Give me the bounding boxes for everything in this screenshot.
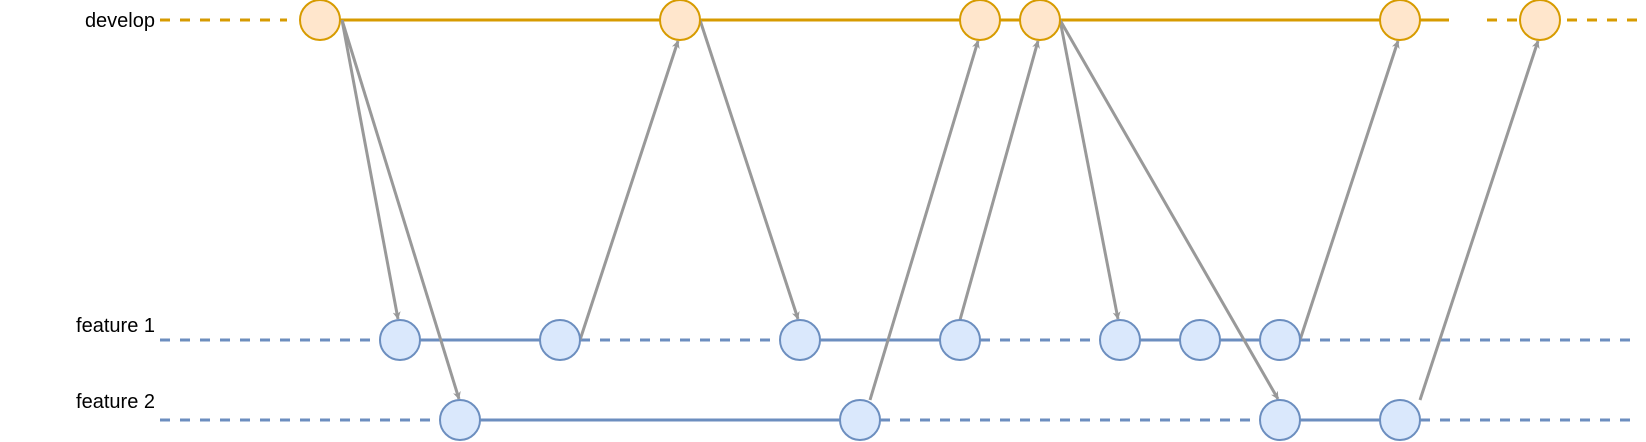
arrow-develop-to-feature-1 — [1058, 19, 1121, 320]
feature-1-commit — [1179, 319, 1221, 361]
feature-2-commit — [839, 399, 881, 441]
branch-label-develop: develop — [85, 10, 155, 32]
feature-1-commit — [939, 319, 981, 361]
feature-1-commits — [379, 319, 1301, 361]
feature-2-commit — [1259, 399, 1301, 441]
arrows — [340, 19, 1540, 401]
develop-commit — [299, 0, 341, 41]
feature-1-commit — [1259, 319, 1301, 361]
develop-commits — [299, 0, 1561, 41]
arrow-feature-1-to-develop — [1298, 40, 1400, 341]
develop-commit — [1019, 0, 1061, 41]
feature-1-commit — [1099, 319, 1141, 361]
feature-2-commit — [439, 399, 481, 441]
develop-commit — [1379, 0, 1421, 41]
arrow-develop-to-feature-1 — [698, 19, 800, 320]
develop-commit — [1519, 0, 1561, 41]
feature-1-commit — [539, 319, 581, 361]
arrow-feature-1-to-develop — [578, 40, 680, 341]
arrow-feature-1-to-develop — [958, 40, 1040, 321]
arrow-feature-2-to-develop — [868, 40, 980, 401]
arrow-develop-to-feature-2 — [1058, 19, 1280, 400]
develop-commit — [959, 0, 1001, 41]
feature-2-commits — [439, 399, 1421, 441]
arrow-feature-2-to-develop — [1418, 40, 1540, 401]
branch-label-feature-2: feature 2 — [76, 391, 155, 413]
develop-commit — [659, 0, 701, 41]
feature-2-commit — [1379, 399, 1421, 441]
feature-1-commit — [379, 319, 421, 361]
arrow-develop-to-feature-1 — [340, 19, 401, 320]
arrow-develop-to-feature-2 — [340, 19, 461, 400]
feature-1-commit — [779, 319, 821, 361]
branch-label-feature-1: feature 1 — [76, 315, 155, 337]
